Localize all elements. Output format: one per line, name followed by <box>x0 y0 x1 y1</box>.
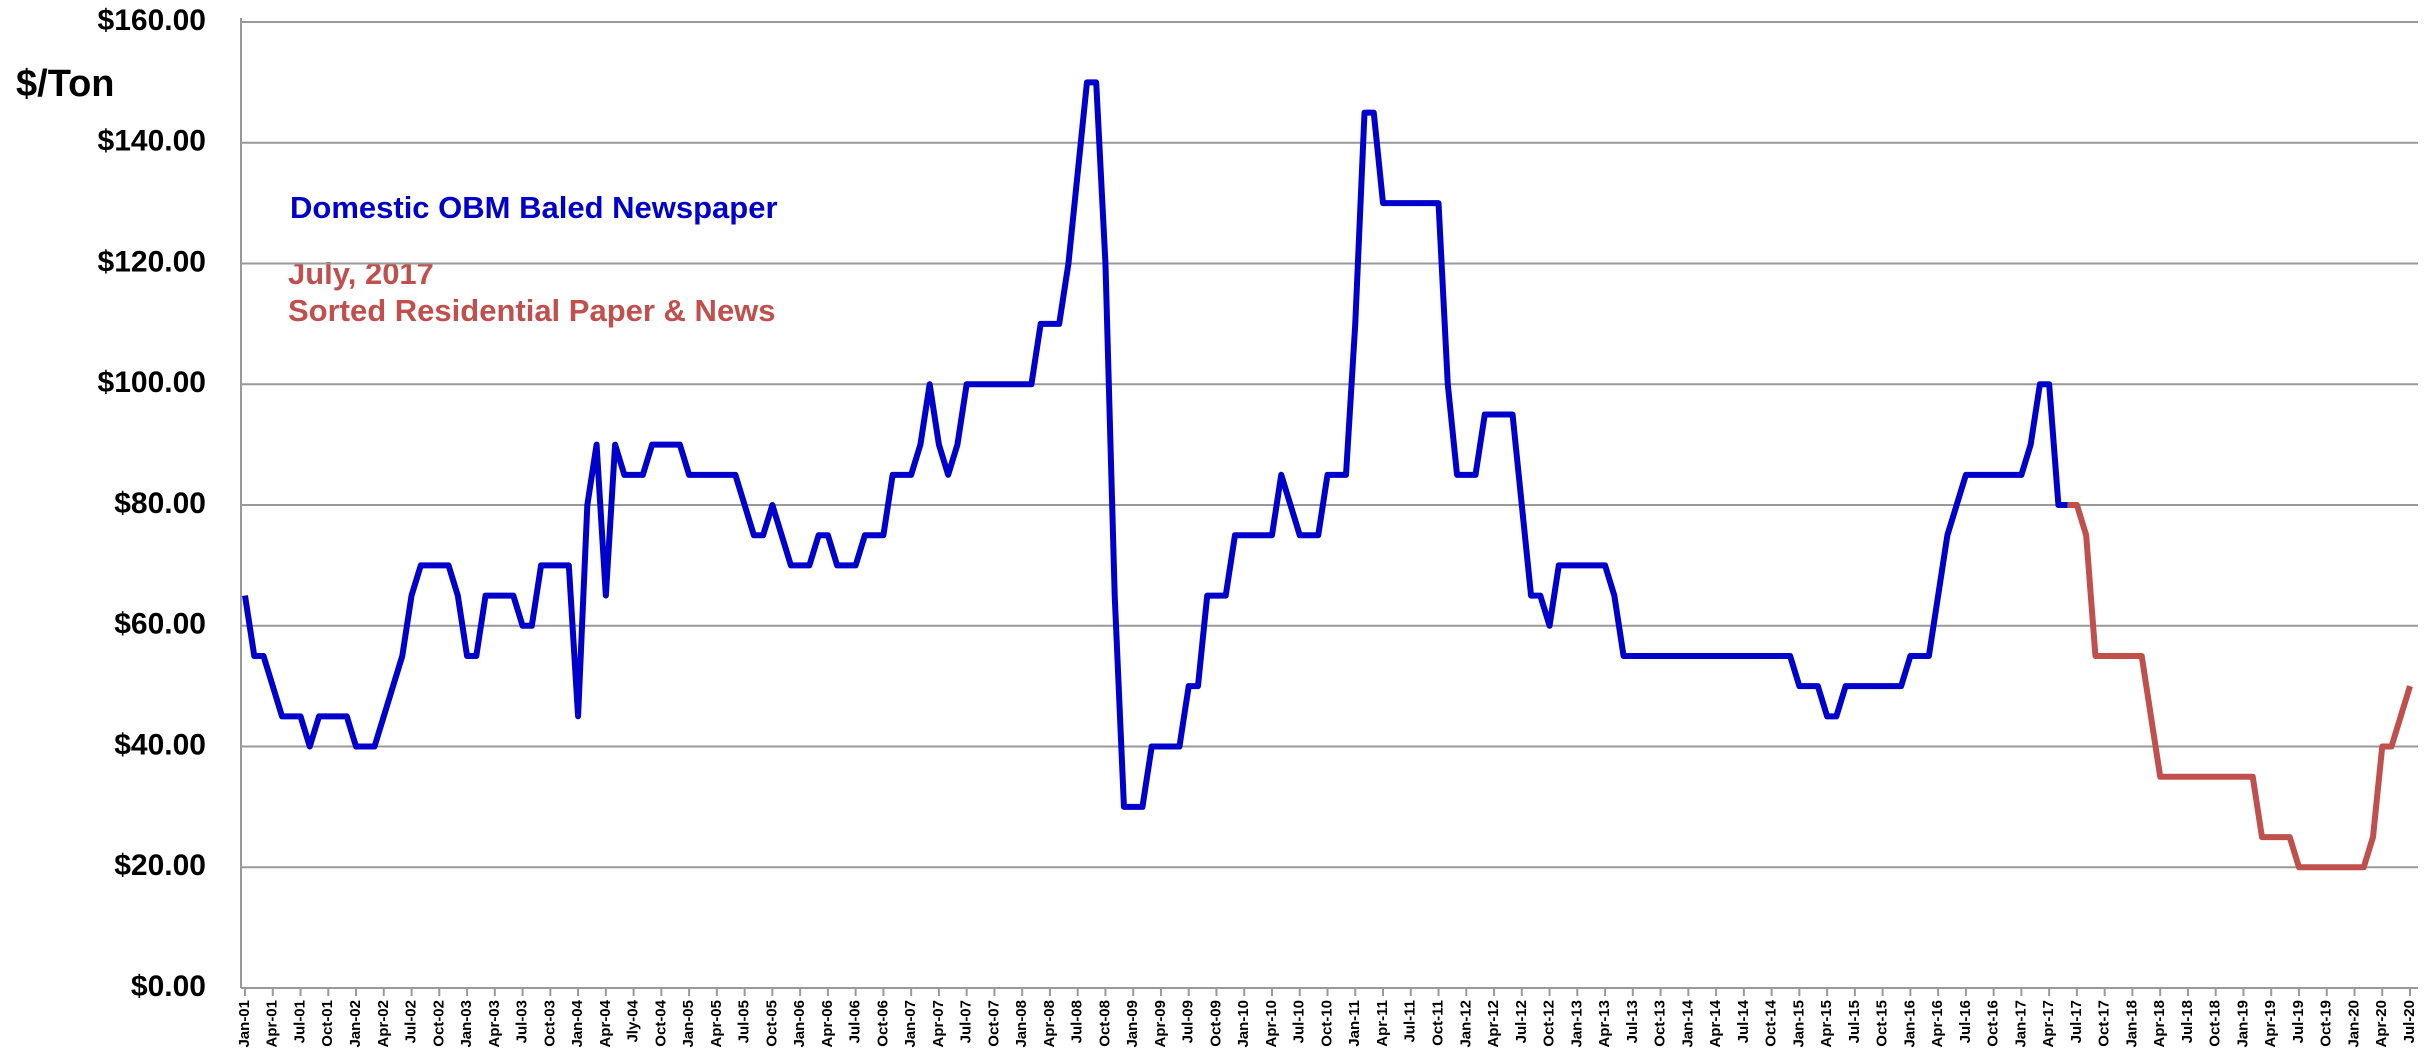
x-tick-label: Oct-11 <box>1429 1000 1446 1046</box>
x-tick-label: Apr-14 <box>1707 999 1724 1047</box>
y-tick-label: $20.00 <box>114 849 206 882</box>
x-tick-label: Apr-18 <box>2151 1000 2168 1048</box>
x-tick-label: Jul-19 <box>2290 1000 2307 1043</box>
x-tick-label: Oct-10 <box>1318 1000 1335 1047</box>
x-tick-label: Apr-17 <box>2040 1000 2057 1048</box>
y-tick-label: $120.00 <box>98 245 206 278</box>
x-tick-label: Jul-12 <box>1513 1000 1530 1043</box>
x-tick-label: Jul-20 <box>2401 1000 2418 1043</box>
x-tick-label: Apr-20 <box>2373 1000 2390 1048</box>
x-tick-label: Apr-02 <box>375 1000 392 1048</box>
x-tick-label: Apr-10 <box>1263 1000 1280 1048</box>
x-tick-label: Apr-07 <box>930 1000 947 1048</box>
x-tick-label: Oct-04 <box>652 999 669 1046</box>
x-tick-label: Apr-09 <box>1152 1000 1169 1048</box>
x-tick-label: Jul-16 <box>1957 1000 1974 1043</box>
x-tick-label: Apr-03 <box>486 1000 503 1048</box>
x-tick-label: Jan-15 <box>1790 1000 1807 1048</box>
x-tick-label: Oct-12 <box>1541 1000 1558 1047</box>
x-tick-label: Jul-07 <box>958 1000 975 1043</box>
x-tick-label: Apr-15 <box>1818 1000 1835 1048</box>
x-tick-label: Jul-18 <box>2179 1000 2196 1043</box>
x-tick-label: Oct-14 <box>1763 999 1780 1046</box>
y-tick-label: $140.00 <box>98 125 206 158</box>
x-tick-label: Oct-17 <box>2096 1000 2113 1047</box>
x-tick-label: Oct-05 <box>763 1000 780 1047</box>
x-tick-label: Jul-08 <box>1069 1000 1086 1043</box>
x-tick-label: Apr-06 <box>819 1000 836 1048</box>
x-tick-label: Apr-11 <box>1374 1000 1391 1047</box>
annotation: July, 2017 <box>288 256 434 291</box>
y-tick-label: $40.00 <box>114 728 206 761</box>
x-tick-label: Jan-16 <box>1901 1000 1918 1048</box>
x-tick-label: Jan-03 <box>458 1000 475 1048</box>
x-tick-label: Apr-19 <box>2262 1000 2279 1048</box>
legend-entry: Domestic OBM Baled Newspaper <box>290 190 778 225</box>
x-tick-label: Oct-19 <box>2318 1000 2335 1047</box>
x-tick-label: Jan-04 <box>569 999 586 1047</box>
x-tick-label: Jul-03 <box>514 1000 531 1043</box>
x-tick-label: Oct-06 <box>874 1000 891 1047</box>
y-tick-label: $80.00 <box>114 487 206 520</box>
x-tick-label: Jan-13 <box>1568 1000 1585 1048</box>
x-tick-label: Oct-09 <box>1207 1000 1224 1047</box>
x-tick-label: Jan-14 <box>1679 999 1696 1047</box>
x-tick-label: Jan-08 <box>1013 1000 1030 1048</box>
x-tick-label: Jul-14 <box>1735 999 1752 1043</box>
x-tick-label: Oct-08 <box>1096 1000 1113 1047</box>
x-tick-label: Jly-04 <box>625 999 642 1042</box>
x-tick-label: Oct-07 <box>985 1000 1002 1047</box>
y-tick-label: $160.00 <box>98 4 206 37</box>
x-tick-label: Jan-02 <box>347 1000 364 1048</box>
x-tick-label: Jan-06 <box>791 1000 808 1048</box>
x-tick-label: Jan-12 <box>1457 1000 1474 1048</box>
x-tick-label: Jul-13 <box>1624 1000 1641 1043</box>
line-series <box>242 79 2068 810</box>
x-tick-label: Apr-13 <box>1596 1000 1613 1048</box>
y-tick-label: $100.00 <box>98 366 206 399</box>
x-tick-label: Jul-10 <box>1291 1000 1308 1043</box>
x-tick-label: Oct-16 <box>1985 1000 2002 1047</box>
x-tick-label: Apr-05 <box>708 1000 725 1048</box>
x-tick-label: Apr-08 <box>1041 1000 1058 1048</box>
x-tick-label: Jan-17 <box>2012 1000 2029 1048</box>
x-tick-label: Jul-02 <box>403 1000 420 1043</box>
line-series <box>2067 502 2413 871</box>
x-tick-label: Apr-16 <box>1929 1000 1946 1048</box>
x-tick-label: Jan-05 <box>680 1000 697 1048</box>
y-tick-label: $60.00 <box>114 608 206 641</box>
x-tick-label: Jan-07 <box>902 1000 919 1048</box>
y-axis-title: $/Ton <box>16 63 115 105</box>
x-tick-label: Jul-11 <box>1402 1000 1419 1043</box>
x-tick-label: Oct-15 <box>1874 1000 1891 1047</box>
x-tick-label: Jul-09 <box>1180 1000 1197 1043</box>
x-tick-label: Oct-18 <box>2207 1000 2224 1047</box>
x-tick-label: Jul-05 <box>736 1000 753 1043</box>
x-tick-label: Jul-17 <box>2068 1000 2085 1043</box>
x-tick-label: Jul-06 <box>847 1000 864 1043</box>
x-tick-label: Jan-01 <box>236 1000 253 1048</box>
x-tick-label: Oct-03 <box>541 1000 558 1047</box>
x-tick-label: Jan-20 <box>2345 1000 2362 1048</box>
x-tick-label: Jan-19 <box>2234 1000 2251 1048</box>
x-tick-label: Jan-09 <box>1124 1000 1141 1048</box>
x-tick-label: Apr-01 <box>264 1000 281 1048</box>
x-tick-label: Oct-01 <box>319 1000 336 1047</box>
x-tick-label: Jul-01 <box>291 1000 308 1043</box>
x-tick-label: Jan-18 <box>2123 1000 2140 1048</box>
x-tick-label: Jul-15 <box>1846 1000 1863 1043</box>
x-tick-label: Apr-12 <box>1485 1000 1502 1048</box>
x-tick-label: Oct-13 <box>1652 1000 1669 1047</box>
x-tick-label: Jan-10 <box>1235 1000 1252 1048</box>
x-tick-label: Apr-04 <box>597 999 614 1047</box>
legend-entry: Sorted Residential Paper & News <box>288 293 776 328</box>
x-tick-label: Jan-11 <box>1346 1000 1363 1047</box>
y-tick-label: $0.00 <box>131 970 206 1003</box>
x-tick-label: Oct-02 <box>430 1000 447 1047</box>
